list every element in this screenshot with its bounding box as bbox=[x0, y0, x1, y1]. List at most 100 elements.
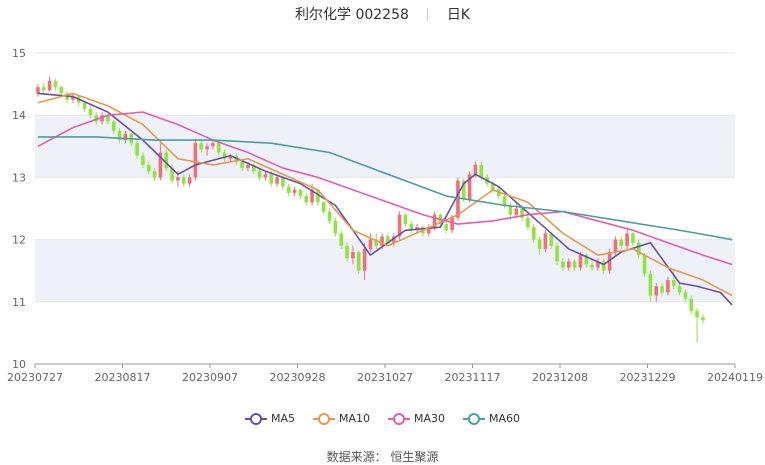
candle-body bbox=[549, 233, 554, 246]
candle-body bbox=[351, 252, 355, 259]
candle-body bbox=[625, 233, 629, 246]
candle bbox=[531, 224, 536, 243]
candle-body bbox=[543, 233, 548, 249]
candle bbox=[467, 171, 472, 203]
candle-body bbox=[391, 236, 396, 243]
candle-body bbox=[520, 208, 524, 218]
candle-body bbox=[683, 292, 688, 299]
candle-body bbox=[444, 224, 449, 231]
y-tick-label: 11 bbox=[12, 296, 26, 309]
candle-body bbox=[170, 168, 174, 181]
legend-item-ma5[interactable]: MA5 bbox=[244, 412, 295, 425]
candle bbox=[216, 141, 221, 156]
candle-body bbox=[467, 174, 472, 200]
candle-body bbox=[555, 245, 559, 262]
candle-body bbox=[496, 189, 501, 197]
candle bbox=[572, 259, 577, 271]
candle-body bbox=[123, 133, 128, 141]
candle-body bbox=[257, 171, 262, 178]
candle bbox=[41, 82, 46, 94]
candle bbox=[543, 230, 548, 253]
candle bbox=[456, 177, 460, 221]
candle-body bbox=[479, 164, 484, 178]
candle-body bbox=[584, 255, 589, 265]
candle bbox=[584, 253, 589, 268]
candle-body bbox=[426, 227, 431, 234]
candle bbox=[514, 202, 519, 218]
candle bbox=[88, 105, 93, 119]
candle bbox=[386, 233, 390, 246]
candle-body bbox=[53, 80, 58, 88]
candle-body bbox=[164, 152, 169, 169]
candle-body bbox=[135, 143, 139, 156]
x-tick-label: 20230727 bbox=[7, 371, 63, 384]
candle-body bbox=[526, 217, 530, 228]
candle bbox=[65, 91, 69, 103]
candle-body bbox=[228, 155, 233, 159]
candle-body bbox=[286, 186, 291, 193]
candle-body bbox=[648, 273, 653, 296]
candle bbox=[211, 140, 215, 150]
candle bbox=[666, 276, 670, 296]
candle bbox=[578, 252, 583, 271]
candle bbox=[304, 192, 309, 206]
candle bbox=[205, 143, 209, 156]
candle bbox=[193, 138, 198, 181]
x-tick-label: 20231117 bbox=[445, 371, 501, 384]
candle-body bbox=[619, 239, 624, 246]
candle-body bbox=[263, 174, 268, 178]
legend-label: MA30 bbox=[414, 412, 446, 425]
candle-body bbox=[193, 143, 198, 178]
candles bbox=[36, 76, 705, 343]
line-ma60 bbox=[37, 136, 733, 241]
data-source: 数据来源： 恒生聚源 bbox=[326, 450, 439, 464]
x-tick-label: 20230817 bbox=[95, 371, 151, 384]
candle-body bbox=[187, 177, 192, 184]
candle-body bbox=[199, 143, 204, 150]
candle-body bbox=[537, 239, 542, 249]
candle bbox=[164, 149, 169, 172]
period-label[interactable]: 日K bbox=[446, 7, 470, 23]
legend-item-ma10[interactable]: MA10 bbox=[312, 412, 370, 425]
candle-body bbox=[281, 177, 285, 187]
candle bbox=[76, 95, 81, 106]
candle-body bbox=[176, 177, 180, 181]
candle bbox=[351, 245, 355, 265]
chart-header: 利尔化学 002258 日K bbox=[0, 4, 765, 24]
candle-body bbox=[41, 87, 46, 91]
candle-body bbox=[339, 233, 344, 246]
x-tick-label: 20231027 bbox=[357, 371, 413, 384]
candle bbox=[368, 233, 373, 253]
legend-item-ma60[interactable]: MA60 bbox=[463, 412, 520, 425]
candle-body bbox=[572, 261, 577, 268]
candle-body bbox=[677, 286, 682, 293]
candle bbox=[135, 140, 139, 159]
candle-body bbox=[94, 115, 99, 122]
candle bbox=[356, 250, 361, 274]
candle-body bbox=[275, 177, 279, 184]
candle-body bbox=[106, 115, 110, 122]
candle bbox=[654, 283, 659, 302]
candle bbox=[631, 232, 635, 246]
candle-body bbox=[71, 96, 75, 100]
legend-label: MA60 bbox=[489, 412, 521, 425]
candle-body bbox=[216, 143, 221, 153]
candle bbox=[275, 174, 279, 187]
candle bbox=[508, 202, 513, 218]
candle bbox=[403, 213, 408, 228]
candle bbox=[520, 207, 524, 221]
y-axis-ticks: 10 11 12 13 14 15 bbox=[12, 47, 26, 371]
candle-body bbox=[666, 280, 670, 293]
line-ma5 bbox=[37, 92, 733, 306]
candle bbox=[94, 112, 99, 125]
grid-lines bbox=[35, 52, 735, 303]
candle bbox=[327, 208, 332, 225]
candle bbox=[298, 188, 303, 200]
candle-body bbox=[386, 236, 390, 243]
legend-item-ma30[interactable]: MA30 bbox=[388, 412, 445, 425]
candle-body bbox=[47, 80, 52, 91]
line-ma30 bbox=[37, 111, 733, 266]
candle-body bbox=[111, 121, 116, 131]
ma-lines bbox=[37, 92, 733, 306]
